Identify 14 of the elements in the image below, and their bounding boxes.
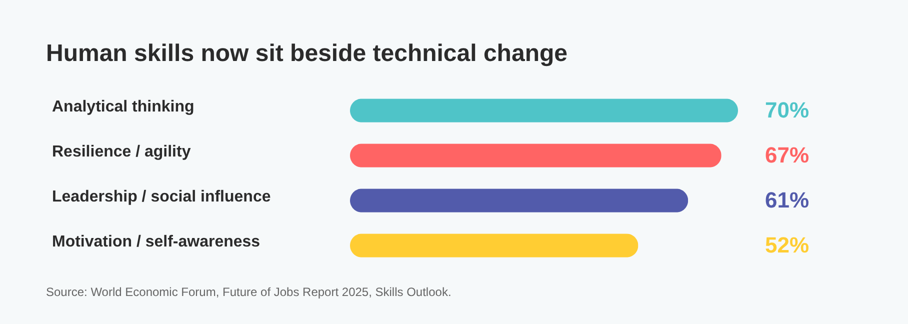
data-label: 67% (765, 142, 810, 168)
y-tick-label: Leadership / social influence (52, 188, 271, 206)
y-tick-label: Motivation / self-awareness (52, 234, 260, 250)
bar (350, 144, 722, 168)
source-note: Source: World Economic Forum, Future of Jobs Report 2025, Skills Outlook. (46, 285, 452, 299)
data-label: 70% (765, 98, 810, 122)
data-label: 52% (765, 232, 810, 258)
bar (350, 234, 638, 258)
chart-title: Human skills now sit beside technical change (46, 40, 568, 67)
data-label: 61% (765, 188, 810, 212)
bar (350, 188, 688, 212)
y-tick-label: Analytical thinking (52, 98, 194, 116)
bar (350, 98, 738, 122)
y-tick-label: Resilience / agility (52, 144, 191, 160)
